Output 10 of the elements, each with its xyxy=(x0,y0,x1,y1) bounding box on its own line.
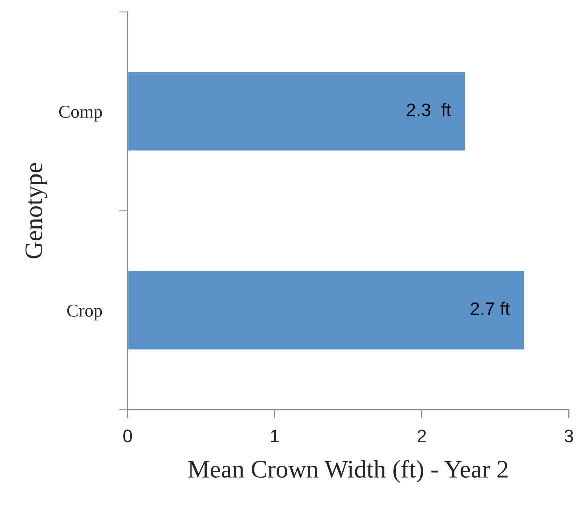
x-tick-label: 0 xyxy=(124,430,132,443)
x-tick-label: 3 xyxy=(564,430,574,443)
data-label: 2.7 ft xyxy=(471,302,510,316)
x-tick-label: 2 xyxy=(418,430,426,442)
x-tick-label: 1 xyxy=(271,430,280,442)
y-tick-label: Comp xyxy=(59,106,102,122)
x-axis-title: Mean Crown Width (ft) - Year 2 xyxy=(188,460,508,484)
y-axis-title: Genotype xyxy=(26,163,48,259)
y-tick-label: Crop xyxy=(68,304,102,321)
data-label: 2.3 ft xyxy=(407,103,452,116)
